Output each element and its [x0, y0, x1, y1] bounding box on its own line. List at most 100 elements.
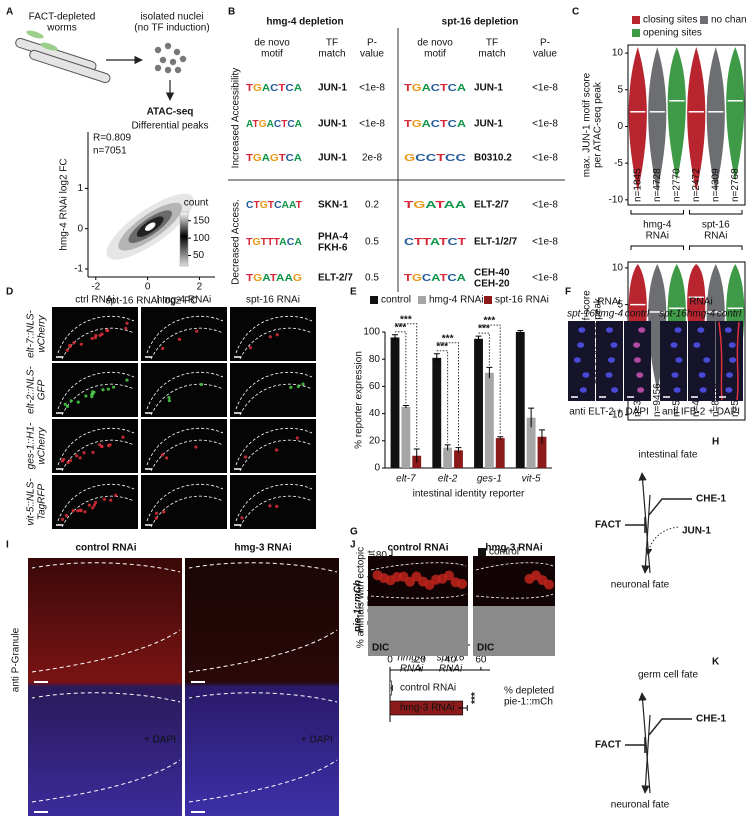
marker: * [34, 695, 38, 706]
count-label: n=8618 [710, 383, 721, 417]
significance: *** [442, 333, 454, 344]
tf-match: JUN-1 [474, 83, 503, 94]
oocyte-signal [372, 570, 383, 581]
nucleus-signal [106, 328, 110, 333]
p-value: <1e-8 [532, 153, 558, 164]
nucleus-signal [92, 503, 97, 507]
column-header: P-value [360, 37, 384, 59]
nucleus-signal [301, 382, 305, 386]
nucleus [159, 56, 167, 64]
row-label: vit-5::NLS-TagRFP [25, 478, 47, 526]
panel-label: F [565, 287, 571, 298]
violin [648, 47, 667, 192]
dapi-nucleus [579, 387, 587, 393]
y-tick-label: 0 [77, 223, 83, 234]
fate-arrow [641, 494, 651, 574]
dapi-nucleus [675, 357, 683, 363]
panel-label: A [6, 7, 13, 18]
nucleus-signal [82, 451, 86, 455]
bar-label: control RNAi [400, 683, 456, 694]
column-header: hmg-3 RNAi [485, 543, 542, 554]
nucleus-signal [177, 337, 182, 342]
error-bar [528, 407, 535, 428]
motif-logo: TGACTCA [246, 83, 302, 94]
dapi-nucleus [671, 372, 679, 378]
y-tick-label: -10 [609, 195, 624, 206]
micrograph [185, 558, 339, 816]
row-label: ges-1::H1-wCherry [25, 422, 47, 469]
error-bar [392, 334, 399, 341]
dic-image [368, 606, 468, 656]
nucleus-signal [98, 333, 102, 337]
assay-label: ATAC-seq [147, 107, 194, 118]
count-label: n=4309 [710, 168, 721, 202]
nucleus-signal [199, 382, 204, 387]
legend-label: no change [711, 15, 747, 26]
nucleus-signal [248, 346, 253, 350]
tf-match: ELT-2/7 [474, 200, 509, 211]
column-header: hmg-4 [595, 309, 624, 320]
column-header: spt-16 [659, 309, 687, 320]
p-value: <1e-8 [532, 273, 558, 284]
motif-logo: ATGACTCA [246, 119, 302, 130]
column-header: contrl [717, 309, 742, 320]
panel-label: B [228, 7, 235, 18]
caption: anti ELT-2 + DAPI [569, 407, 649, 418]
motif-logo: TGAGTCA [246, 153, 302, 164]
fate-label: germ cell fate [638, 670, 698, 681]
fate-label: intestinal fate [639, 450, 698, 461]
channel-label: DIC [477, 643, 494, 654]
micrograph [141, 307, 227, 361]
nucleus-signal [167, 398, 171, 403]
group-bracket [630, 245, 684, 250]
tf-match: ELT-2/7 [318, 273, 353, 284]
error-bar [433, 353, 440, 362]
nucleus-signal [194, 445, 198, 449]
reporter-label: pie-1::mCh [353, 580, 364, 633]
nucleus-signal [65, 348, 69, 352]
dapi-nucleus [674, 327, 682, 333]
tf-match: ELT-1/2/7 [474, 237, 518, 248]
nucleus-signal [109, 498, 113, 502]
violin [687, 47, 706, 192]
p-value: <1e-8 [532, 119, 558, 130]
p-value: 0.5 [365, 237, 379, 248]
nucleus-signal [71, 509, 75, 513]
micrograph [141, 363, 227, 417]
column-header: hmg-3 RNAi [234, 543, 291, 554]
gonad-outline [31, 692, 181, 803]
dapi-nucleus [607, 357, 615, 363]
p-value: <1e-8 [359, 83, 385, 94]
dic-image [473, 606, 555, 656]
nucleus-signal [72, 341, 76, 345]
dapi-nucleus [578, 327, 586, 333]
density-cloud [106, 193, 194, 260]
p-value: <1e-8 [532, 200, 558, 211]
x-tick-label: -2 [91, 282, 100, 293]
dapi-nucleus [724, 327, 732, 333]
tf-match: JUN-1 [318, 119, 347, 130]
row-label: elt-7::NLS-wCherry [25, 309, 47, 357]
group-bracket [630, 210, 684, 215]
count-label: n=1845 [632, 168, 643, 202]
legend-label: spt-16 RNAi [495, 295, 549, 306]
error-bar [402, 404, 409, 409]
micrograph [52, 419, 138, 473]
y-axis-label: hmg-4 RNAi log2 FC [59, 158, 70, 250]
dapi-nucleus [699, 387, 707, 393]
legend-swatch [478, 548, 486, 556]
nucleus-signal [75, 454, 79, 458]
nucleus-signal [64, 513, 68, 518]
column-header: de novo motif [417, 37, 453, 59]
x-tick-label: 40 [445, 655, 457, 666]
nucleus-signal [112, 385, 116, 389]
bar [484, 372, 494, 468]
significance: *** [395, 322, 407, 333]
violin [726, 47, 745, 181]
nucleus-signal [66, 461, 70, 465]
legend-swatch [418, 296, 426, 304]
nucleus-signal [295, 436, 299, 440]
tf-arrow [645, 526, 679, 556]
panel-label: C [572, 7, 579, 18]
